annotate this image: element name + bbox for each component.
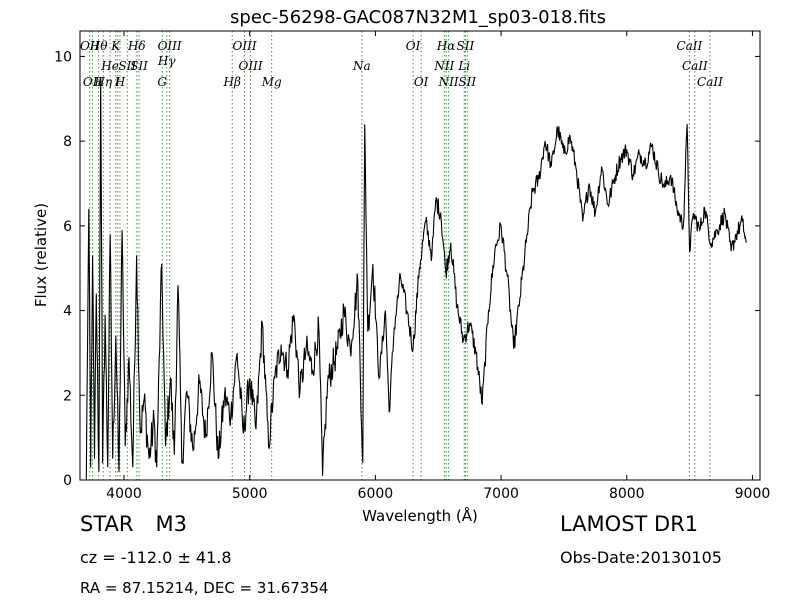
line-marker-label: H (114, 75, 126, 89)
line-marker-label: Hδ (127, 39, 146, 53)
y-tick-label: 8 (63, 134, 72, 150)
x-tick-label: 7000 (483, 486, 519, 502)
line-marker-label: OIII (239, 59, 263, 73)
cz-value: cz = -112.0 ± 41.8 (80, 548, 232, 567)
line-marker-label: NII (433, 59, 454, 73)
y-tick-label: 10 (54, 49, 72, 65)
line-marker-label: SII (458, 75, 476, 89)
line-marker-label: K (110, 39, 121, 53)
line-marker-label: He (100, 59, 119, 73)
obs-date: Obs-Date:20130105 (560, 548, 722, 567)
line-marker-label: SII (118, 59, 136, 73)
x-tick-label: 9000 (735, 486, 771, 502)
y-tick-label: 4 (63, 304, 72, 320)
line-marker-label: OIII (233, 39, 257, 53)
x-tick-label: 6000 (358, 486, 394, 502)
line-marker-label: CaII (682, 59, 708, 73)
y-tick-label: 2 (63, 388, 72, 404)
line-marker-label: SII (130, 59, 148, 73)
line-marker-label: OII (83, 75, 103, 89)
line-marker-label: Hγ (157, 54, 176, 68)
line-marker-label: Mg (261, 75, 282, 89)
emission-line-labels: OIIOIIHθHηHeKIHSIIHδSIIGHγOIIIHβOIIIOIII… (80, 39, 723, 89)
line-marker-label: OI (414, 75, 429, 89)
ra-dec-coordinates: RA = 87.15214, DEC = 31.67354 (80, 579, 329, 597)
line-marker-label: SII (457, 39, 475, 53)
subclass-label: M3 (155, 512, 187, 536)
line-marker-label: I (114, 75, 120, 89)
object-class: STAR M3 (80, 512, 187, 536)
line-marker-label: Hβ (223, 75, 241, 89)
plot-frame (79, 30, 761, 481)
line-marker-label: Li (457, 59, 470, 73)
line-marker-label: Na (352, 59, 371, 73)
x-axis-ticks: 4000 5000 6000 7000 8000 9000 (106, 31, 770, 502)
survey-label: LAMOST DR1 (560, 512, 699, 536)
x-tick-label: 5000 (232, 486, 268, 502)
x-axis-label: Wavelength (Å) (362, 506, 478, 525)
x-tick-label: 4000 (106, 486, 142, 502)
class-label: STAR (80, 512, 134, 536)
line-marker-label: NII (438, 75, 459, 89)
spectrum-line (85, 77, 747, 481)
line-marker-label: G (157, 75, 167, 89)
line-marker-label: CaII (676, 39, 702, 53)
x-tick-label: 8000 (609, 486, 645, 502)
line-marker-label: CaII (697, 75, 723, 89)
line-marker-label: Hη (93, 75, 112, 89)
emission-line-markers (89, 31, 711, 480)
line-marker-label: Hθ (89, 39, 108, 53)
line-marker-label: Hα (436, 39, 456, 53)
line-marker-label: OI (406, 39, 421, 53)
y-axis-label: Flux (relative) (32, 203, 50, 307)
line-marker-label: OII (80, 39, 100, 53)
y-tick-label: 0 (63, 473, 72, 489)
y-tick-label: 6 (63, 219, 72, 235)
line-marker-label: OIII (158, 39, 182, 53)
chart-title: spec-56298-GAC087N32M1_sp03-018.fits (230, 7, 606, 28)
y-axis-ticks: 0 2 4 6 8 10 (54, 49, 760, 489)
